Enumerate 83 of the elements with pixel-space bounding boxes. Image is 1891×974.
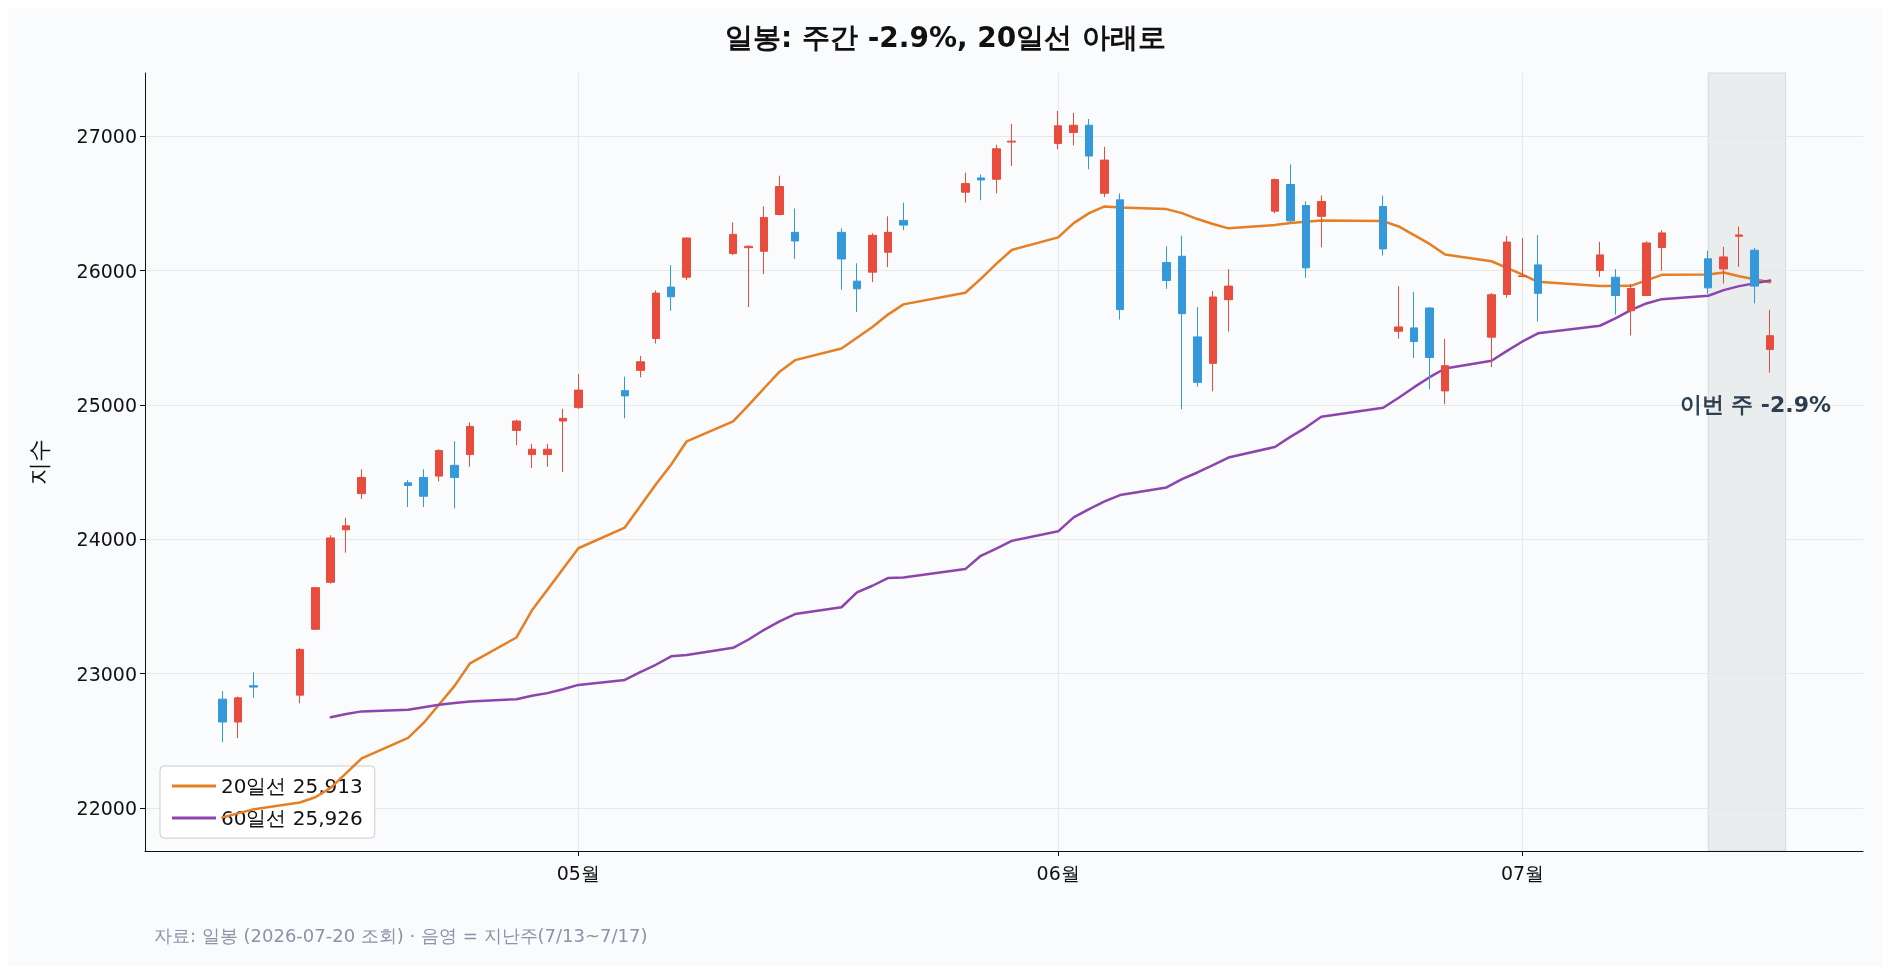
- candlestick: [1054, 110, 1062, 150]
- candlestick: [234, 695, 242, 739]
- candlestick: [419, 468, 428, 508]
- candlestick: [1611, 268, 1620, 315]
- candlestick: [992, 144, 1001, 194]
- text: 자료: 일봉 (2026-07-20 조회) · 음영 = 지난주(7/13~7/17): [154, 924, 648, 946]
- candlestick: [1487, 292, 1496, 368]
- candlestick: [729, 221, 737, 256]
- candlestick: [1750, 247, 1759, 304]
- candlestick: [868, 232, 877, 283]
- candlestick: [435, 448, 443, 482]
- y-tick-label: 26000: [76, 259, 137, 282]
- candlestick: [342, 517, 350, 554]
- chart-title: 일봉: 주간 -2.9%, 20일선 아래로: [724, 20, 1167, 54]
- candlestick: [1193, 306, 1202, 388]
- y-tick-label: 24000: [76, 528, 137, 551]
- x-tick-label: 06월: [1036, 861, 1080, 884]
- candlestick: [621, 376, 629, 419]
- candlestick: [1518, 237, 1527, 278]
- candlestick: [466, 421, 474, 468]
- x-tick-label: 07월: [1500, 861, 1545, 884]
- candlestick: [1425, 306, 1434, 390]
- candlestick: [357, 468, 366, 500]
- candlestick: [853, 262, 861, 313]
- candlestick: [1162, 245, 1171, 290]
- candlestick: [559, 408, 567, 473]
- candlestick: [636, 355, 645, 378]
- annotation: 이번 주 -2.9%: [1679, 391, 1831, 417]
- candlestick: [977, 174, 985, 201]
- candlestick: [1085, 118, 1093, 170]
- candlestick: [450, 440, 459, 509]
- candlestick: [218, 690, 227, 743]
- candlestick: [1271, 178, 1279, 214]
- candlestick: [1379, 195, 1387, 257]
- candlestick: [1116, 193, 1124, 321]
- candlestick: [1627, 283, 1635, 336]
- candlestick: [775, 175, 784, 216]
- candlestick: [682, 236, 691, 281]
- candlestick: [1719, 246, 1728, 285]
- y-tick-label: 23000: [76, 662, 137, 685]
- candlestick: [1007, 123, 1016, 167]
- y-tick-label: 25000: [76, 393, 137, 416]
- candlestick: [1286, 163, 1295, 223]
- candlestick: [1596, 241, 1604, 278]
- candlestick: [652, 289, 660, 344]
- candlestick: [574, 373, 583, 410]
- candlestick: [1224, 268, 1233, 333]
- candlestick: [1302, 200, 1310, 279]
- candlestick: [1704, 250, 1712, 295]
- candlestick: [760, 205, 768, 275]
- y-axis-title: 지수: [25, 439, 52, 485]
- candlestick: [791, 207, 799, 260]
- candlestick: [1100, 146, 1109, 198]
- candlestick: [311, 587, 320, 630]
- candlestick: [1441, 338, 1449, 405]
- candlestick: [1766, 309, 1774, 374]
- candlestick: [884, 215, 892, 268]
- candlestick: [249, 671, 258, 699]
- candlestick: [512, 419, 521, 446]
- y-tick-label: 27000: [76, 125, 137, 148]
- candlestick: [1410, 291, 1418, 359]
- candlestick: [1394, 285, 1403, 340]
- x-tick-label: 05월: [556, 861, 600, 884]
- candlestick: [543, 443, 552, 468]
- candlestick: [1642, 240, 1651, 297]
- candlestick: [1209, 290, 1217, 392]
- candlestick: [899, 202, 908, 231]
- candlestick: [961, 172, 970, 204]
- candlestick: [744, 244, 753, 308]
- candlestick: [1735, 226, 1743, 268]
- candlestick: [1317, 195, 1326, 248]
- candlestick: [1503, 235, 1511, 299]
- candlestick: [296, 647, 304, 704]
- candlestick: [837, 227, 846, 291]
- candlestick: [1069, 112, 1078, 146]
- y-tick-label: 22000: [76, 797, 137, 819]
- candlestick: [404, 479, 412, 508]
- candlestick: [1534, 234, 1542, 323]
- candlestick: [528, 443, 536, 469]
- candlestick: [1178, 235, 1186, 410]
- candlestick: [1658, 229, 1666, 272]
- candlestick: [326, 534, 335, 585]
- candlestick: [667, 264, 675, 312]
